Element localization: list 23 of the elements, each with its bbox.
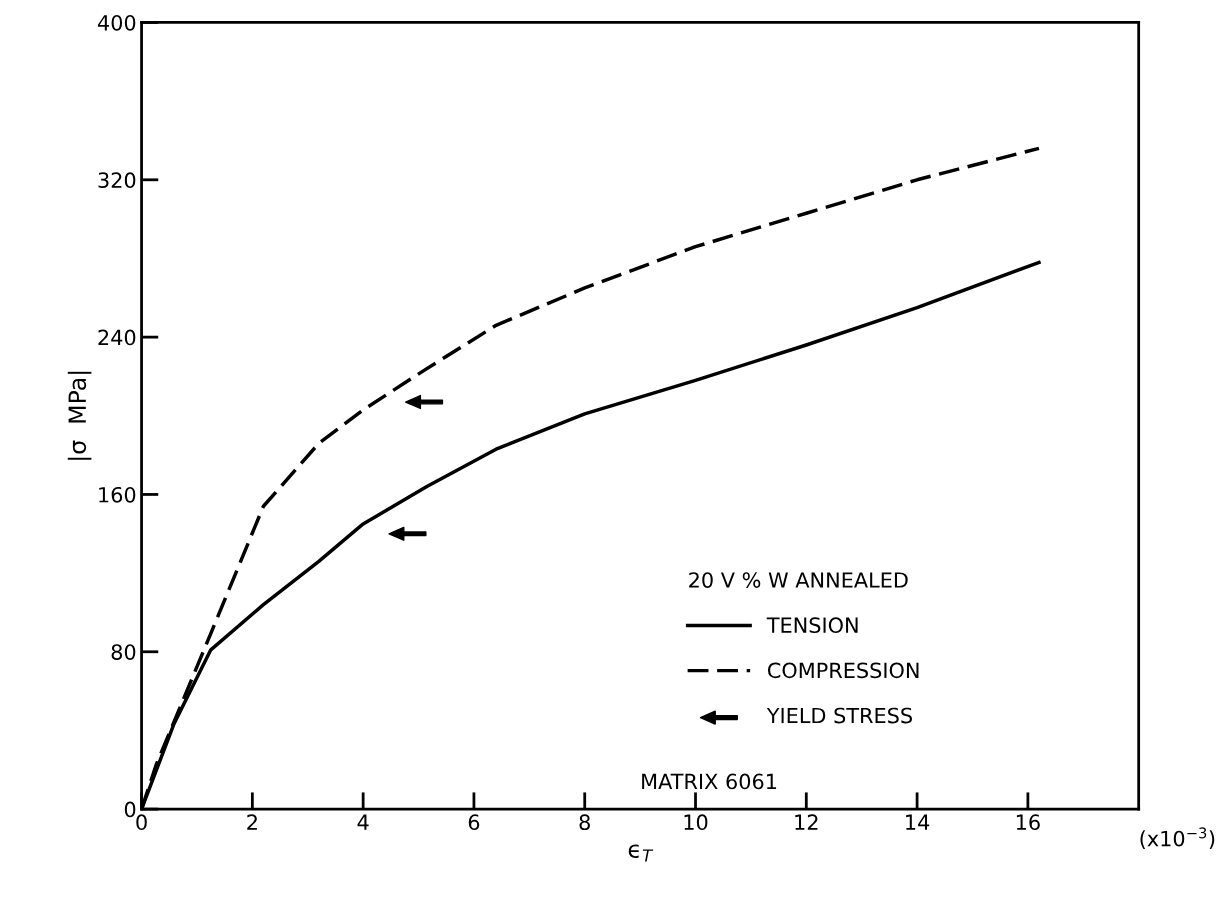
y-tick-label: 0	[124, 801, 136, 818]
annotation: MATRIX 6061	[642, 773, 777, 790]
y-axis-title: |σ MPa|	[67, 371, 92, 460]
y-tick-label: 320	[98, 172, 136, 189]
y-tick-label: 240	[98, 329, 136, 346]
y-tick-label: 160	[99, 486, 136, 503]
x-tick-label: 0	[136, 814, 147, 831]
y-tick-label: 80	[111, 644, 136, 660]
y-tick-label: 400	[97, 14, 136, 31]
x-tick-label: 10	[684, 814, 708, 831]
x-axis-title: ϵ$_{T}$	[628, 844, 654, 862]
legend-label: COMPRESSION	[767, 662, 919, 679]
x-tick-label: 8	[579, 814, 590, 831]
x-tick-label: 12	[795, 814, 818, 830]
legend-title: 20 V % W ANNEALED	[689, 572, 908, 588]
x-tick-label: 2	[247, 814, 257, 830]
x-tick-label: 4	[357, 814, 369, 830]
x-tick-label: 14	[906, 814, 930, 830]
text: (x10$^{−3}$)	[1140, 827, 1215, 849]
x-tick-label: 16	[1016, 814, 1040, 831]
x-tick-label: 6	[468, 814, 480, 831]
legend-label: TENSION	[766, 617, 858, 634]
legend-label: YIELD STRESS	[766, 707, 912, 724]
